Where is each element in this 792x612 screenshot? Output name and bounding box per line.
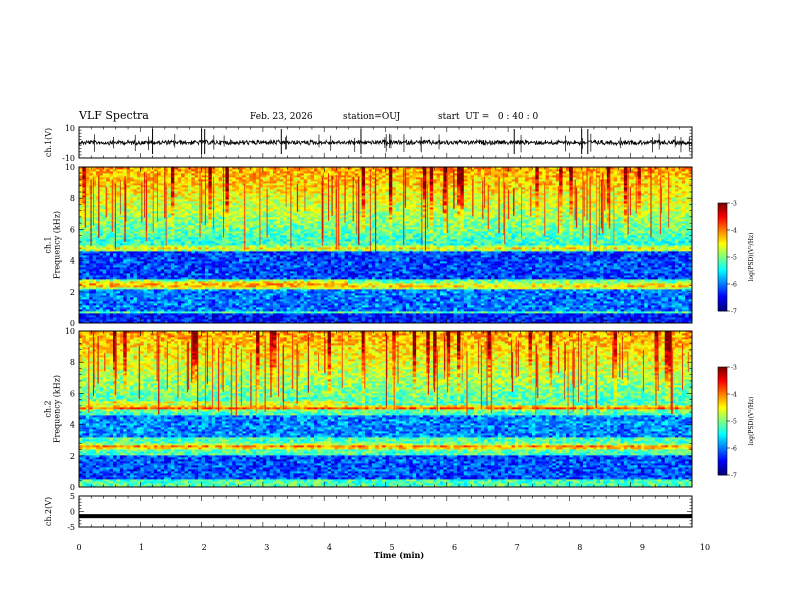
ch1-waveform-trace xyxy=(79,140,692,145)
ch2-spectrogram-ytick-label: 0 xyxy=(70,483,75,492)
ch2-spectrogram-ylabel-line: ch.2 xyxy=(44,400,53,417)
ch2-spectrogram-ytick-label: 2 xyxy=(70,452,75,461)
ch1-spectrogram-colorbar-tick-label: -6 xyxy=(731,282,737,289)
ch1-waveform-ytick-label: -10 xyxy=(62,154,75,163)
ch2-waveform-ytick-label: 0 xyxy=(70,508,75,517)
time-axis-tick-label: 9 xyxy=(640,543,645,552)
ch2-spectrogram-ylabel-line: Frequency (kHz) xyxy=(53,375,62,443)
ch2-spectrogram-colorbar-tick-label: -7 xyxy=(731,473,737,480)
ch1-spectrogram-ylabel: ch.1 Frequency (kHz) xyxy=(44,211,62,279)
ch2-spectrogram-ytick-label: 10 xyxy=(65,327,75,336)
time-axis-tick-label: 10 xyxy=(700,543,710,552)
ch2-spectrogram-colorbar-tick-label: -3 xyxy=(731,365,737,372)
ch1-waveform-ylabel: ch.1(V) xyxy=(44,128,53,157)
ch2-waveform-ylabel-line: ch.2(V) xyxy=(44,497,53,526)
ch1-spectrogram-colorbar-tick-label: -7 xyxy=(731,309,737,316)
ch1-spectrogram-colorbar-label: log(PSD)(V²/Hz) xyxy=(748,233,755,282)
time-axis-tick-label: 3 xyxy=(264,543,269,552)
ch1-spectrogram-ytick-label: 6 xyxy=(70,225,75,234)
ch2-spectrogram-ytick-label: 4 xyxy=(70,421,75,430)
ch1-spectrogram-ytick-label: 4 xyxy=(70,257,75,266)
ch1-spectrogram-ytick-label: 8 xyxy=(70,194,75,203)
time-axis-tick-label: 7 xyxy=(515,543,520,552)
ch2-spectrogram-ylabel: ch.2 Frequency (kHz) xyxy=(44,375,62,443)
ch2-waveform-ylabel: ch.2(V) xyxy=(44,497,53,526)
ch2-waveform-trace xyxy=(79,514,692,518)
ch1-spectrogram-colorbar-label-group: log(PSD)(V²/Hz) xyxy=(748,233,755,282)
ch1-spectrogram-colorbar-tick-label: -4 xyxy=(731,228,737,235)
time-axis-label: Time (min) xyxy=(374,550,424,560)
ch1-waveform-ytick-label: 10 xyxy=(65,124,75,133)
ch1-waveform-ylabel-line: ch.1(V) xyxy=(44,128,53,157)
ch2-spectrogram-colorbar-label-group: log(PSD)(V²/Hz) xyxy=(748,397,755,446)
ch2-spectrogram-cells xyxy=(79,331,692,487)
ch2-spectrogram-colorbar-label: log(PSD)(V²/Hz) xyxy=(748,397,755,446)
ch1-spectrogram-ylabel-line: ch.1 xyxy=(44,236,53,253)
ch2-spectrogram-ytick-label: 6 xyxy=(70,389,75,398)
ch1-spectrogram-colorbar-tick-label: -3 xyxy=(731,201,737,208)
ch1-spectrogram-ytick-label: 2 xyxy=(70,288,75,297)
ch2-spectrogram-colorbar-tick-label: -4 xyxy=(731,392,737,399)
time-axis-tick-label: 6 xyxy=(452,543,457,552)
ch2-spectrogram-ytick-label: 8 xyxy=(70,358,75,367)
ch1-spectrogram-cells xyxy=(79,167,692,323)
time-axis-tick-label: 8 xyxy=(577,543,582,552)
ch1-spectrogram-ytick-label: 10 xyxy=(65,163,75,172)
time-axis-tick-label: 0 xyxy=(76,543,81,552)
ch2-spectrogram-colorbar-tick-label: -6 xyxy=(731,446,737,453)
ch2-spectrogram-colorbar-tick-label: -5 xyxy=(731,419,737,426)
time-axis-tick-label: 4 xyxy=(327,543,332,552)
time-axis-tick-label: 2 xyxy=(202,543,207,552)
ch2-waveform-ytick-label: 5 xyxy=(70,492,75,501)
ch1-spectrogram-ylabel-line: Frequency (kHz) xyxy=(53,211,62,279)
ch1-spectrogram-colorbar-tick-label: -5 xyxy=(731,255,737,262)
time-axis-tick-label: 1 xyxy=(139,543,144,552)
ch2-waveform-ytick-label: -5 xyxy=(67,523,75,532)
